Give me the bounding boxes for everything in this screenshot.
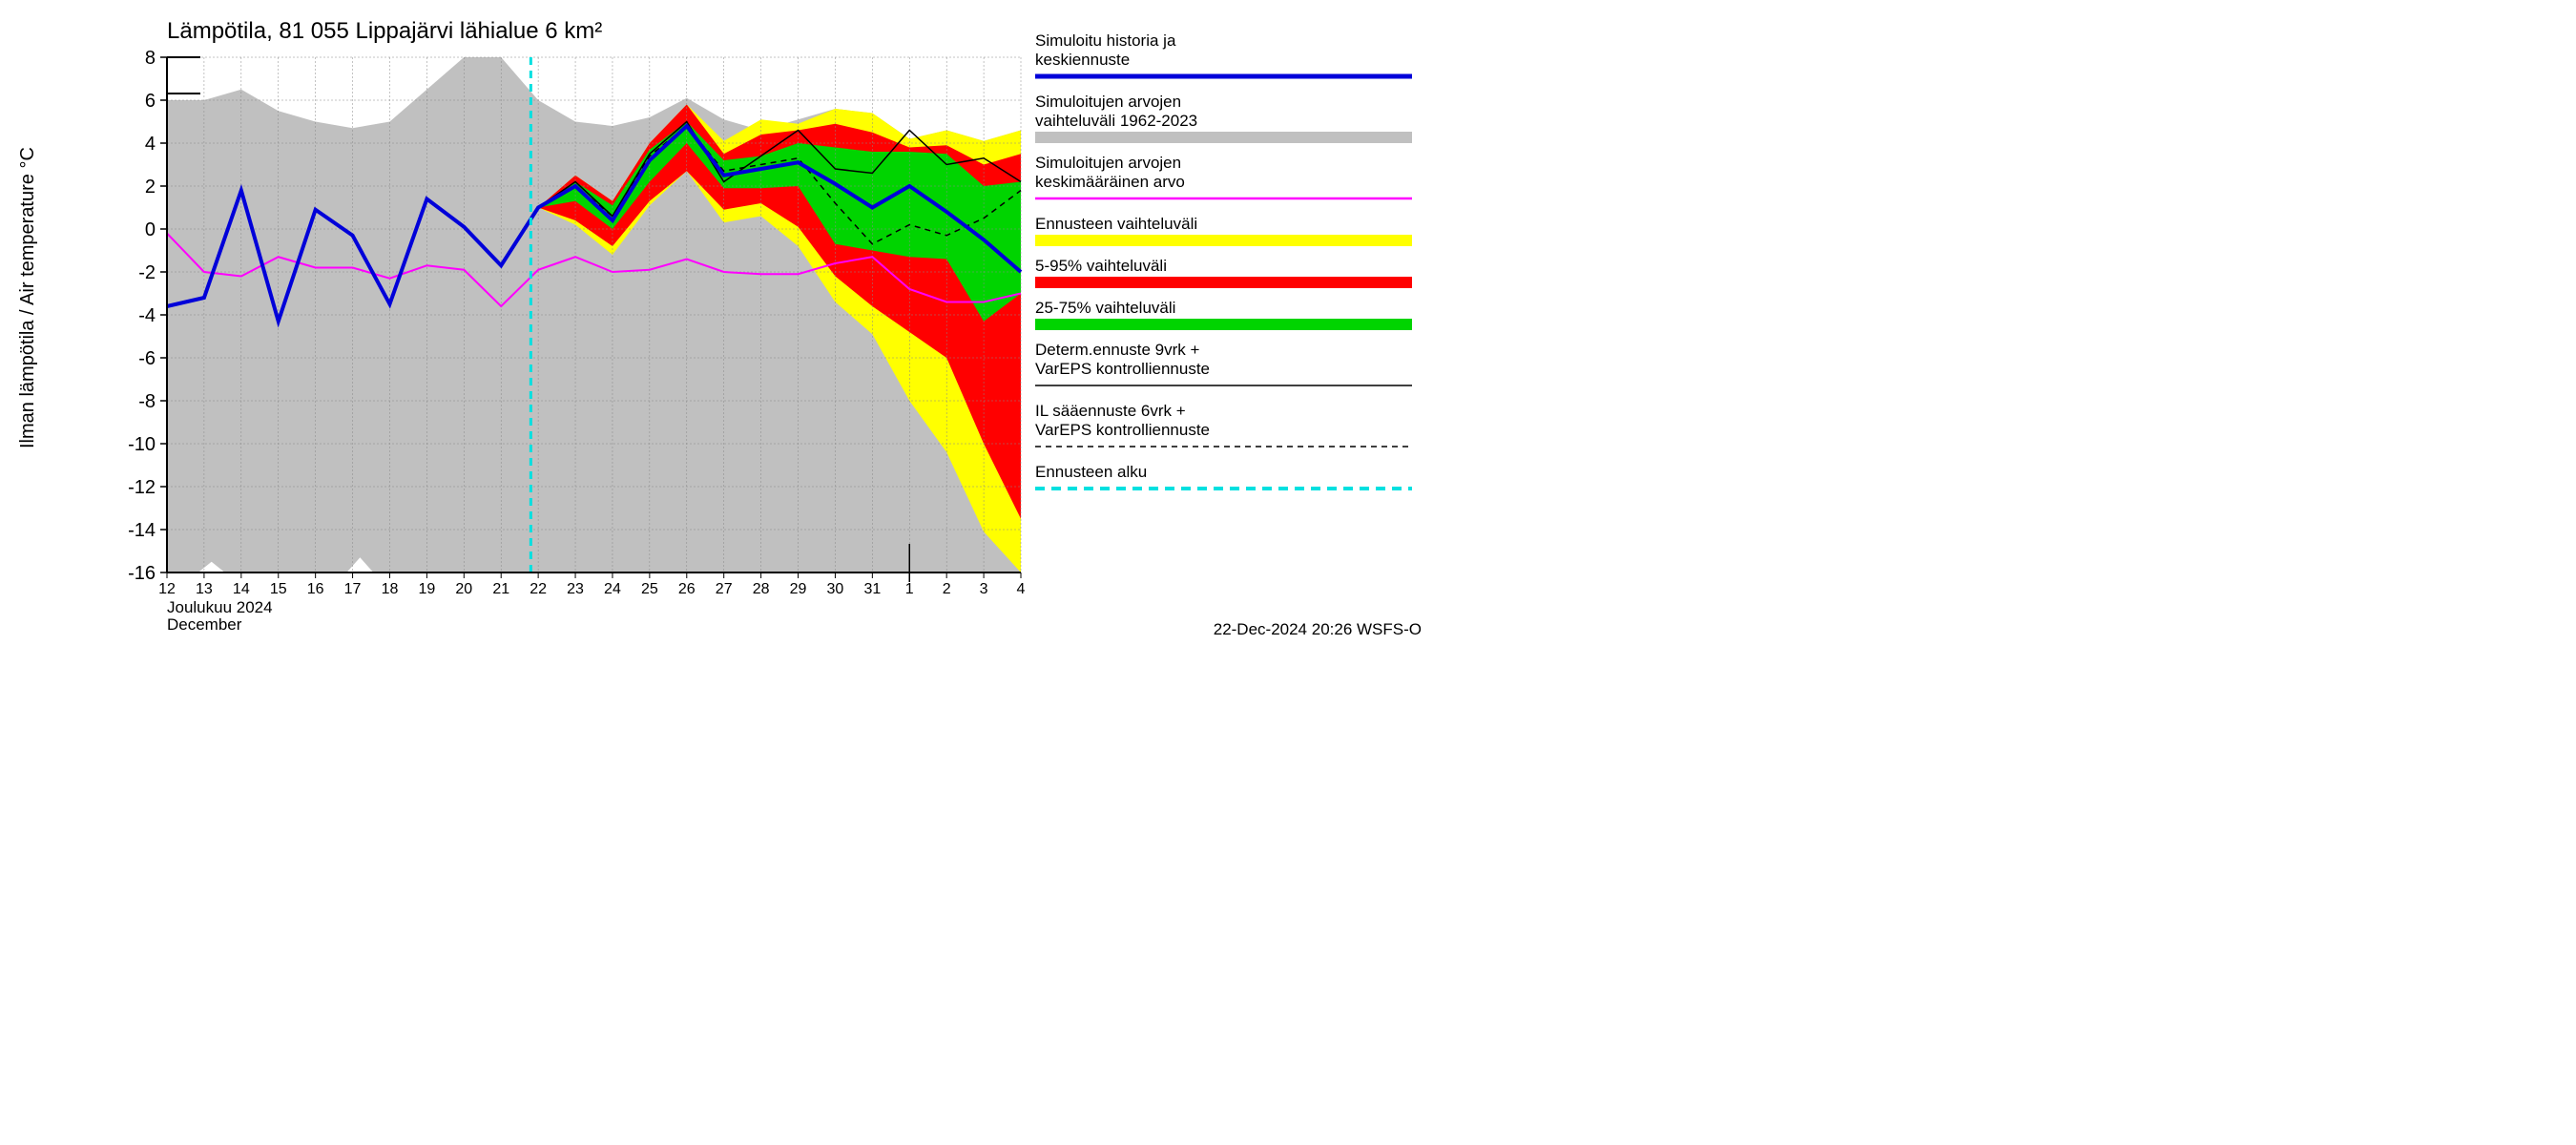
x-tick-label: 2	[943, 581, 951, 597]
y-tick-label: -14	[128, 520, 156, 541]
x-tick-label: 12	[158, 581, 176, 597]
y-tick-label: -16	[128, 563, 156, 584]
y-tick-label: -10	[128, 434, 156, 455]
y-tick-label: -8	[138, 391, 156, 412]
x-tick-label: 17	[344, 581, 362, 597]
y-tick-label: -6	[138, 348, 156, 369]
y-tick-label: 4	[145, 134, 156, 155]
y-tick-label: 6	[145, 91, 156, 112]
legend-label-2: keskiennuste	[1035, 51, 1130, 69]
legend-label: 5-95% vaihteluväli	[1035, 257, 1167, 275]
legend-swatch-yellow	[1035, 235, 1412, 246]
legend-label: Simuloitujen arvojen	[1035, 154, 1181, 172]
x-tick-label: 1	[905, 581, 914, 597]
x-tick-label: 20	[455, 581, 472, 597]
chart-footer: 22-Dec-2024 20:26 WSFS-O	[1214, 620, 1422, 638]
y-axis-label: Ilman lämpötila / Air temperature °C	[17, 147, 38, 448]
x-tick-label: 3	[980, 581, 988, 597]
legend-label-2: VarEPS kontrolliennuste	[1035, 360, 1210, 378]
chart-title: Lämpötila, 81 055 Lippajärvi lähialue 6 …	[167, 18, 602, 44]
y-tick-label: 0	[145, 219, 156, 240]
x-tick-label: 29	[790, 581, 807, 597]
x-tick-label: 31	[863, 581, 881, 597]
month-label-en: December	[167, 615, 242, 634]
legend-label: Determ.ennuste 9vrk +	[1035, 341, 1200, 359]
y-tick-label: -2	[138, 262, 156, 283]
legend-label-2: VarEPS kontrolliennuste	[1035, 421, 1210, 439]
x-tick-label: 30	[827, 581, 844, 597]
chart-svg: Lämpötila, 81 055 Lippajärvi lähialue 6 …	[0, 0, 1431, 649]
legend-label: Simuloitujen arvojen	[1035, 93, 1181, 111]
legend-swatch-green	[1035, 319, 1412, 330]
x-tick-label: 14	[233, 581, 250, 597]
x-tick-label: 24	[604, 581, 621, 597]
y-tick-label: -12	[128, 477, 156, 498]
y-tick-label: 2	[145, 177, 156, 198]
x-tick-label: 26	[678, 581, 696, 597]
x-tick-label: 4	[1017, 581, 1026, 597]
temperature-chart: Lämpötila, 81 055 Lippajärvi lähialue 6 …	[0, 0, 1431, 649]
legend-label: Simuloitu historia ja	[1035, 31, 1176, 50]
x-tick-label: 16	[307, 581, 324, 597]
legend-label: Ennusteen alku	[1035, 463, 1147, 481]
legend-swatch-red	[1035, 277, 1412, 288]
legend-label-2: keskimääräinen arvo	[1035, 173, 1185, 191]
x-tick-label: 18	[382, 581, 399, 597]
legend-label-2: vaihteluväli 1962-2023	[1035, 112, 1197, 130]
x-tick-label: 27	[716, 581, 733, 597]
x-tick-label: 25	[641, 581, 658, 597]
legend-label: Ennusteen vaihteluväli	[1035, 215, 1197, 233]
x-tick-label: 19	[418, 581, 435, 597]
x-tick-label: 23	[567, 581, 584, 597]
month-label-fi: Joulukuu 2024	[167, 598, 273, 616]
legend-swatch-grey	[1035, 132, 1412, 143]
x-tick-label: 15	[270, 581, 287, 597]
legend-label: IL sääennuste 6vrk +	[1035, 402, 1186, 420]
y-tick-label: 8	[145, 48, 156, 69]
y-tick-label: -4	[138, 305, 156, 326]
x-tick-label: 22	[530, 581, 547, 597]
x-tick-label: 21	[492, 581, 509, 597]
x-tick-label: 28	[753, 581, 770, 597]
legend-label: 25-75% vaihteluväli	[1035, 299, 1175, 317]
x-tick-label: 13	[196, 581, 213, 597]
